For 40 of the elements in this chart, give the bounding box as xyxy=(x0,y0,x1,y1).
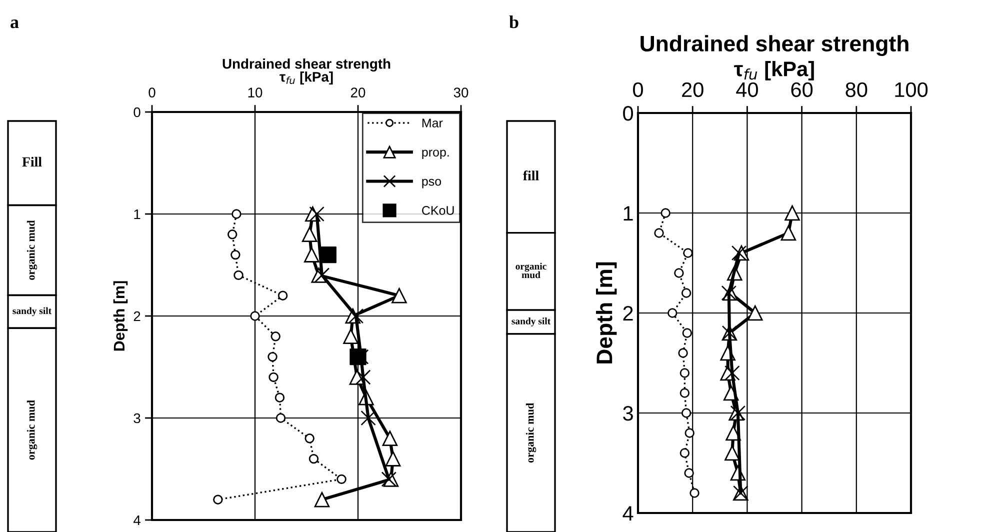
y-tick-label: 2 xyxy=(134,311,140,322)
x-tick-label: 20 xyxy=(682,82,704,98)
y-tick-label: 1 xyxy=(134,209,140,220)
x-axis-title: τ$_{fu}$ [kPa] xyxy=(734,61,814,80)
x-tick-label: 0 xyxy=(148,88,156,98)
text: organic mud xyxy=(26,220,38,280)
x-tick-label: 100 xyxy=(895,82,928,98)
legend-label: pso xyxy=(422,178,442,188)
y-axis-title: Depth [m] xyxy=(113,281,128,351)
legend-label: Mar xyxy=(422,118,443,128)
text: fill xyxy=(523,170,539,180)
x-tick-label: 20 xyxy=(350,88,366,98)
y-tick-label: 3 xyxy=(623,406,633,421)
text: sandy silt xyxy=(12,307,52,316)
legend-label: CKoU xyxy=(422,206,454,215)
y-tick-label: 0 xyxy=(623,106,634,121)
text: b xyxy=(509,15,518,28)
y-tick-label: 4 xyxy=(622,506,634,521)
y-tick-label: 0 xyxy=(134,107,140,118)
x-tick-label: 60 xyxy=(791,82,813,98)
text: organic mud xyxy=(516,262,546,278)
x-tick-label: 30 xyxy=(454,88,468,98)
x-tick-label: 80 xyxy=(846,82,868,98)
chart-title: Undrained shear strength xyxy=(222,58,390,72)
text: organic mud xyxy=(26,400,38,460)
y-tick-label: 4 xyxy=(133,515,140,526)
y-tick-label: 3 xyxy=(134,413,140,424)
text: Fill xyxy=(22,156,42,166)
y-tick-label: 1 xyxy=(624,206,633,221)
text: sandy silt xyxy=(512,318,551,326)
x-tick-label: 10 xyxy=(248,88,262,98)
text: organic mud xyxy=(526,402,536,463)
x-tick-label: 40 xyxy=(736,82,758,98)
x-tick-label: 0 xyxy=(633,82,643,98)
y-tick-label: 2 xyxy=(623,306,633,321)
legend-label: prop. xyxy=(422,150,449,160)
text: a xyxy=(10,20,19,28)
x-axis-title: τ$_{fu}$ [kPa] xyxy=(280,72,333,84)
y-axis-title: Depth [m] xyxy=(596,262,617,364)
chart-title: Undrained shear strength xyxy=(640,35,908,56)
